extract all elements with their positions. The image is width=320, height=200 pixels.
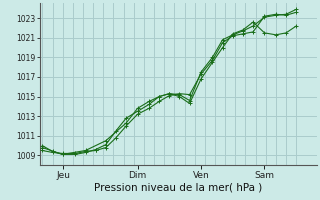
X-axis label: Pression niveau de la mer( hPa ): Pression niveau de la mer( hPa ) (94, 183, 262, 193)
